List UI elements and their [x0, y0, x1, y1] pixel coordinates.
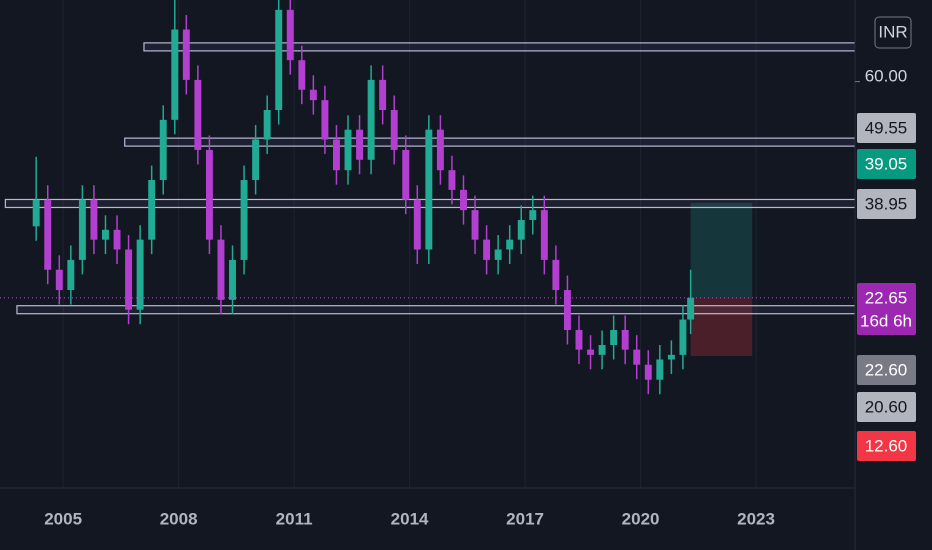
candle-body	[263, 109, 271, 140]
candle-body	[102, 229, 109, 240]
last-price-label: 22.65	[865, 288, 908, 307]
x-tick-label: 2017	[506, 509, 544, 528]
position-target-zone	[690, 202, 753, 299]
candle-body	[633, 349, 641, 365]
candle-body	[182, 29, 190, 80]
currency-button-box[interactable]	[874, 16, 912, 49]
candle-body	[78, 199, 86, 260]
level-box	[4, 198, 855, 209]
candle-body	[136, 239, 144, 310]
candle-body	[494, 249, 502, 260]
x-tick-label: 2020	[622, 509, 660, 528]
price-label-box	[857, 355, 916, 385]
candle-body	[252, 139, 260, 181]
candle-body	[436, 129, 444, 171]
x-tick-label: 2023	[737, 509, 775, 528]
level-box	[143, 42, 855, 52]
candle-body	[194, 79, 202, 150]
candle-body	[67, 259, 75, 291]
candle-body	[402, 149, 410, 200]
candle-body	[621, 329, 629, 350]
candle-body	[379, 79, 387, 110]
candle-body	[367, 79, 375, 160]
candle-body	[32, 199, 40, 227]
candle-body	[390, 109, 398, 150]
candle-body	[610, 329, 618, 346]
candle-body	[298, 60, 306, 90]
price-label: 12.60	[865, 436, 908, 455]
price-label-box	[857, 113, 916, 143]
level-box	[16, 305, 855, 315]
candle-body	[687, 297, 695, 320]
x-tick-label: 2008	[160, 509, 198, 528]
price-label: 49.55	[865, 118, 908, 137]
candle-body	[540, 210, 548, 260]
position-stop-zone	[690, 298, 753, 357]
price-label: 22.60	[865, 360, 908, 379]
currency-button[interactable]: INR	[874, 16, 912, 49]
level-box	[124, 137, 855, 147]
candle-body	[667, 354, 675, 360]
currency-label[interactable]: INR	[878, 22, 907, 41]
candle-body	[217, 239, 225, 300]
y-tick-label: 60.00	[865, 66, 908, 85]
last-price-box	[857, 283, 916, 335]
candle-body	[229, 259, 236, 300]
candle-body	[471, 210, 479, 240]
price-label-box	[857, 431, 916, 461]
candle-body	[321, 100, 329, 140]
candle-body	[344, 129, 352, 171]
x-tick-label: 2014	[391, 509, 429, 528]
price-label: 39.05	[865, 154, 908, 173]
candle-body	[275, 9, 283, 110]
x-tick-label: 2005	[44, 509, 82, 528]
candle-body	[55, 269, 63, 291]
x-tick-label: 2011	[276, 509, 313, 528]
candle-body	[679, 319, 687, 355]
candle-body	[205, 149, 213, 240]
candle-body	[286, 9, 294, 61]
candle-body	[598, 345, 606, 355]
price-labels: 60.00 49.55 38.95 20.60 39.05 22.65 16d 6h 22.6…	[857, 66, 916, 461]
candle-body	[552, 259, 560, 291]
price-label-box	[857, 149, 916, 179]
candle-body	[587, 349, 594, 355]
candle-body	[644, 364, 652, 380]
candle-body	[506, 239, 514, 250]
grid	[62, 0, 757, 488]
countdown-label: 16d 6h	[860, 311, 912, 330]
candle-body	[44, 199, 52, 270]
candle-body	[517, 219, 525, 240]
candle-body	[356, 129, 364, 160]
price-label-box	[857, 189, 916, 219]
candle-body	[460, 189, 467, 211]
candle-body	[171, 29, 179, 120]
candle-body	[90, 199, 98, 240]
candle-body	[309, 89, 317, 101]
candle-body	[575, 329, 583, 350]
candle-body	[125, 249, 133, 310]
candle-body	[529, 210, 537, 220]
candle-body	[563, 290, 571, 330]
price-label: 38.95	[865, 194, 908, 213]
candle-body	[159, 119, 167, 181]
plot-area	[0, 0, 855, 395]
price-label-box	[857, 392, 916, 422]
candle-body	[413, 199, 421, 250]
candle-body	[148, 180, 156, 240]
candle-body	[656, 359, 664, 380]
candle-body	[425, 129, 433, 250]
candle-body	[448, 170, 456, 190]
candle-body	[483, 239, 491, 260]
price-label: 20.60	[865, 397, 908, 416]
candle-body	[240, 180, 248, 260]
candle-body	[332, 139, 340, 171]
candle-body	[113, 229, 121, 250]
